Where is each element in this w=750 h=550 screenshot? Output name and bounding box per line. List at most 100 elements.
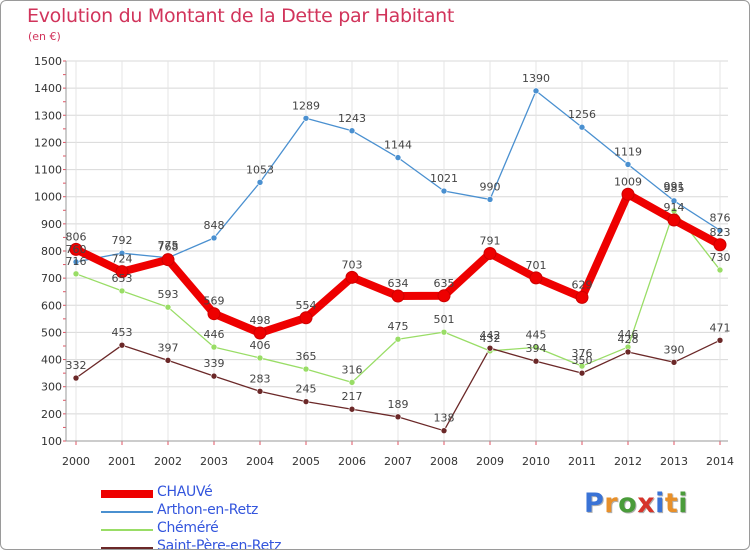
y-tick-label-500: 500 [41, 326, 62, 339]
data-point-saint-pere-en-retz-2008 [440, 427, 448, 434]
data-label-saint-pere-en-retz-2011: 350 [572, 354, 593, 367]
data-label-chauve-2001: 724 [112, 253, 133, 266]
legend-item-saint-pere-en-retz: Saint-Père-en-Retz [101, 538, 361, 550]
data-point-chemere-2007 [394, 335, 402, 343]
legend-label-chemere: Chéméré [157, 520, 219, 536]
y-tick-label-600: 600 [41, 299, 62, 312]
data-label-arthon-en-retz-2009: 990 [480, 180, 501, 193]
extra-data-label-0: 991 [664, 180, 685, 193]
y-tick-label-1100: 1100 [34, 164, 62, 177]
data-point-chauve-2000 [69, 242, 83, 256]
data-label-arthon-en-retz-2008: 1021 [430, 172, 458, 185]
data-label-arthon-en-retz-2011: 1256 [568, 108, 596, 121]
data-label-chemere-2011: 376 [572, 347, 593, 360]
data-label-saint-pere-en-retz-2012: 428 [618, 333, 639, 346]
x-tick-label-2009: 2009 [476, 455, 504, 468]
data-point-arthon-en-retz-2000 [72, 258, 80, 266]
y-tick-label-800: 800 [41, 245, 62, 258]
data-label-chemere-2007: 475 [388, 320, 409, 333]
data-label-saint-pere-en-retz-2000: 332 [66, 359, 87, 372]
legend-label-saint-pere-en-retz: Saint-Père-en-Retz [157, 538, 282, 550]
data-label-chemere-2005: 365 [296, 350, 317, 363]
data-point-saint-pere-en-retz-2011 [578, 369, 586, 377]
data-label-chemere-2006: 316 [342, 363, 363, 376]
data-point-saint-pere-en-retz-2006 [348, 405, 356, 413]
data-label-chauve-2012: 1009 [614, 175, 642, 188]
data-point-arthon-en-retz-2013 [670, 197, 678, 205]
data-point-saint-pere-en-retz-2010 [532, 357, 540, 365]
data-point-arthon-en-retz-2007 [394, 154, 402, 161]
data-label-saint-pere-en-retz-2013: 390 [664, 343, 685, 356]
data-point-arthon-en-retz-2008 [440, 187, 448, 195]
data-label-chauve-2011: 629 [572, 278, 593, 291]
data-point-saint-pere-en-retz-2007 [394, 413, 402, 421]
data-label-chauve-2000: 806 [66, 230, 87, 243]
logo-letter: x [637, 488, 656, 519]
data-point-chauve-2005 [299, 311, 313, 325]
data-label-chemere-2009: 432 [480, 332, 501, 345]
data-point-chauve-2014 [713, 238, 727, 252]
data-label-saint-pere-en-retz-2008: 138 [434, 412, 455, 425]
data-label-arthon-en-retz-2005: 1289 [292, 99, 320, 112]
y-tick-label-1200: 1200 [34, 136, 62, 149]
data-point-arthon-en-retz-2006 [348, 127, 356, 135]
logo-letter: P [584, 488, 605, 519]
data-point-saint-pere-en-retz-2001 [118, 341, 126, 349]
data-point-saint-pere-en-retz-2012 [624, 348, 632, 356]
data-label-chemere-2008: 501 [434, 313, 455, 326]
x-tick-label-2012: 2012 [614, 455, 642, 468]
data-point-chemere-2001 [118, 287, 126, 295]
data-label-saint-pere-en-retz-2005: 245 [296, 383, 317, 396]
data-label-chauve-2014: 823 [710, 226, 731, 239]
legend-swatch-arthon-en-retz [101, 511, 153, 513]
x-tick-label-2005: 2005 [292, 455, 320, 468]
proxiti-logo: Proxiti [584, 488, 688, 519]
legend-swatch-saint-pere-en-retz [101, 547, 153, 549]
data-point-arthon-en-retz-2001 [118, 249, 126, 257]
data-point-chemere-2000 [72, 270, 80, 278]
legend: CHAUVé Arthon-en-Retz Chéméré Saint-Père… [101, 484, 361, 550]
y-tick-label-300: 300 [41, 381, 62, 394]
x-tick-label-2008: 2008 [430, 455, 458, 468]
logo-letter: r [604, 488, 619, 519]
data-label-saint-pere-en-retz-2004: 283 [250, 372, 271, 385]
data-point-chauve-2007 [391, 289, 405, 303]
data-label-arthon-en-retz-2013: 985 [664, 182, 685, 195]
data-point-arthon-en-retz-2004 [256, 179, 264, 186]
data-point-chemere-2003 [210, 343, 218, 351]
data-label-arthon-en-retz-2014: 876 [710, 211, 731, 224]
data-label-chauve-2003: 569 [204, 295, 225, 308]
logo-letter: t [664, 488, 679, 519]
y-tick-label-1500: 1500 [34, 55, 62, 68]
data-label-arthon-en-retz-2006: 1243 [338, 112, 366, 125]
x-tick-label-2003: 2003 [200, 455, 228, 468]
data-point-saint-pere-en-retz-2005 [302, 398, 310, 405]
x-tick-label-2004: 2004 [246, 455, 274, 468]
legend-label-arthon-en-retz: Arthon-en-Retz [157, 502, 259, 518]
data-label-chauve-2013: 914 [664, 201, 685, 214]
data-label-chauve-2009: 791 [480, 234, 501, 247]
data-point-chauve-2012 [621, 187, 635, 201]
data-point-chauve-2006 [345, 270, 359, 284]
x-tick-label-2010: 2010 [522, 455, 550, 468]
data-label-arthon-en-retz-2002: 775 [158, 239, 179, 252]
data-point-saint-pere-en-retz-2003 [210, 372, 218, 380]
data-label-chemere-2004: 406 [250, 339, 271, 352]
data-label-chauve-2004: 498 [250, 314, 271, 327]
chart-subtitle: (en €) [28, 30, 61, 43]
logo-letter: i [678, 488, 689, 519]
data-label-saint-pere-en-retz-2003: 339 [204, 357, 225, 370]
y-tick-label-1000: 1000 [34, 191, 62, 204]
y-tick-label-1400: 1400 [34, 82, 62, 95]
data-point-saint-pere-en-retz-2009 [486, 344, 494, 352]
data-label-chemere-2001: 653 [112, 272, 133, 285]
x-tick-label-2014: 2014 [706, 455, 734, 468]
y-tick-label-900: 900 [41, 218, 62, 231]
y-tick-label-100: 100 [41, 435, 62, 448]
data-point-chauve-2008 [437, 289, 451, 303]
data-point-chemere-2002 [164, 303, 172, 311]
data-label-saint-pere-en-retz-2009: 442 [480, 329, 501, 342]
data-point-arthon-en-retz-2009 [486, 196, 494, 203]
data-point-arthon-en-retz-2010 [532, 87, 540, 95]
